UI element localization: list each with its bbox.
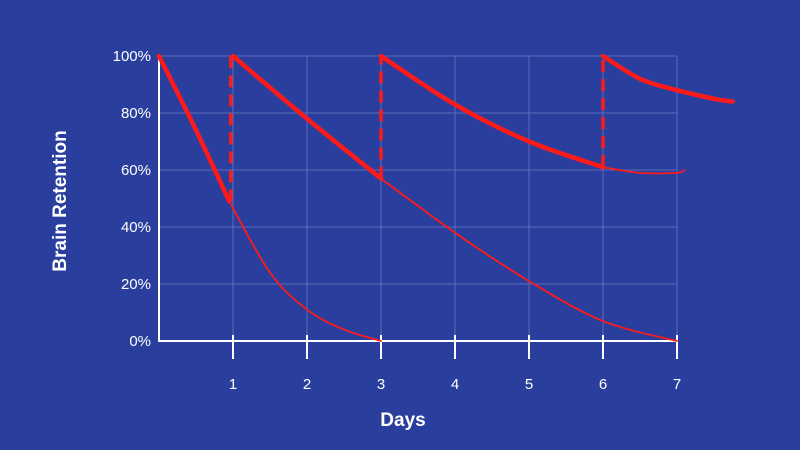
x-tick-label-1: 1 <box>229 376 237 393</box>
curve-decay-8 <box>380 177 678 342</box>
y-tick-label-100: 100% <box>113 48 151 65</box>
y-tick-label-0: 0% <box>129 333 151 350</box>
x-tick-label-6: 6 <box>599 376 607 393</box>
x-tick-label-7: 7 <box>673 376 681 393</box>
curve-decay-9 <box>602 166 686 175</box>
y-tick-label-40: 40% <box>121 219 151 236</box>
x-tick-label-5: 5 <box>525 376 533 393</box>
x-tick-label-2: 2 <box>303 376 311 393</box>
curve-review-path-2 <box>230 53 384 181</box>
curve-review-path-6 <box>600 53 735 104</box>
series <box>156 53 735 342</box>
grid <box>159 55 678 341</box>
curve-decay-7 <box>229 203 382 342</box>
curve-review-path-4 <box>378 53 606 170</box>
x-tick-label-3: 3 <box>377 376 385 393</box>
x-tick-label-4: 4 <box>451 376 459 393</box>
y-axis-title: Brain Retention <box>50 130 71 271</box>
axes <box>158 56 678 359</box>
tick-labels: 0% 20% 40% 60% 80% 100% 1 2 3 4 5 6 7 <box>113 48 682 393</box>
y-tick-label-60: 60% <box>121 162 151 179</box>
y-tick-label-80: 80% <box>121 105 151 122</box>
y-tick-label-20: 20% <box>121 276 151 293</box>
curve-review-path-0 <box>156 53 232 204</box>
x-axis-title: Days <box>380 410 425 431</box>
